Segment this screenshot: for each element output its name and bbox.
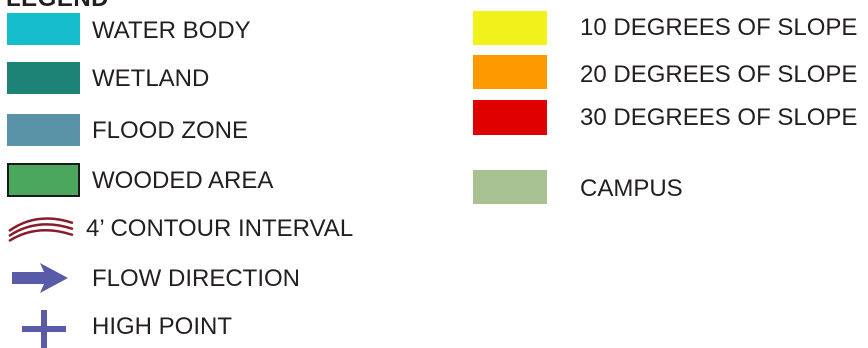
contour-lines-icon bbox=[8, 217, 74, 243]
wooded-area-swatch bbox=[7, 163, 80, 197]
contour-interval-label: 4’ CONTOUR INTERVAL bbox=[86, 215, 354, 242]
wetland-label: WETLAND bbox=[92, 65, 210, 92]
flood-zone-swatch bbox=[7, 114, 80, 146]
slope-10-swatch bbox=[473, 11, 547, 45]
water-body-swatch bbox=[7, 13, 80, 45]
arrow-right-icon bbox=[12, 263, 68, 293]
plus-icon bbox=[22, 310, 66, 348]
slope-30-label: 30 DEGREES OF SLOPE bbox=[580, 104, 858, 131]
slope-20-label: 20 DEGREES OF SLOPE bbox=[580, 61, 858, 88]
slope-30-swatch bbox=[473, 100, 547, 135]
slope-10-label: 10 DEGREES OF SLOPE bbox=[580, 14, 858, 41]
slope-20-swatch bbox=[473, 55, 547, 89]
wooded-area-label: WOODED AREA bbox=[92, 167, 274, 194]
campus-label: CAMPUS bbox=[580, 175, 683, 202]
high-point-label: HIGH POINT bbox=[92, 313, 233, 340]
campus-swatch bbox=[473, 170, 547, 204]
legend-title: LEGEND bbox=[6, 0, 109, 13]
flood-zone-label: FLOOD ZONE bbox=[92, 117, 249, 144]
water-body-label: WATER BODY bbox=[92, 17, 251, 44]
wetland-swatch bbox=[7, 62, 80, 94]
flow-direction-label: FLOW DIRECTION bbox=[92, 265, 300, 292]
